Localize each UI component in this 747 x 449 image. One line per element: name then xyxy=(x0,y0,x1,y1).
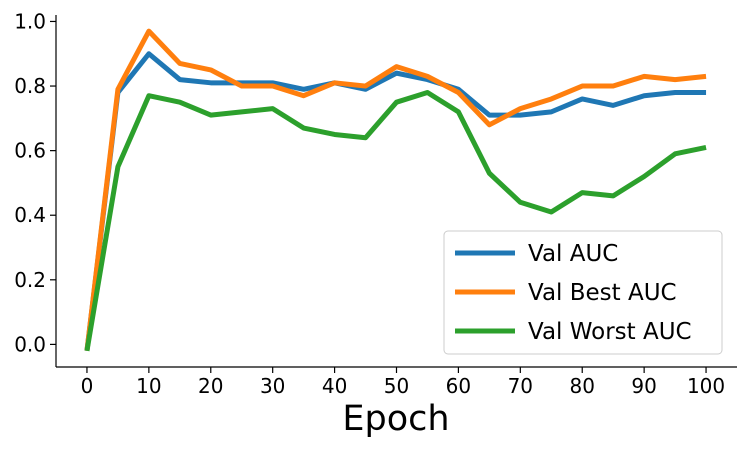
y-tick-label: 0.2 xyxy=(14,268,46,292)
y-tick-label: 1.0 xyxy=(14,9,46,33)
x-tick-label: 70 xyxy=(508,374,533,398)
x-tick-label: 40 xyxy=(322,374,347,398)
y-tick-label: 0.8 xyxy=(14,74,46,98)
y-tick-label: 0.4 xyxy=(14,203,46,227)
series-line-1 xyxy=(84,51,707,352)
x-tick-label: 80 xyxy=(570,374,595,398)
legend: Val AUC Val Best AUC Val Worst AUC xyxy=(443,230,723,355)
x-tick-label: 0 xyxy=(81,374,94,398)
x-tick-label: 50 xyxy=(384,374,409,398)
x-axis-label: Epoch xyxy=(342,399,449,439)
legend-label-1: Val AUC xyxy=(528,241,618,267)
x-tick-label: 20 xyxy=(198,374,223,398)
series-layer xyxy=(84,28,707,352)
x-tick-label: 10 xyxy=(136,374,161,398)
series-line-3 xyxy=(84,90,707,352)
y-tick-label: 0.6 xyxy=(14,139,46,163)
legend-label-2: Val Best AUC xyxy=(528,280,677,306)
x-tick-label: 30 xyxy=(260,374,285,398)
y-ticks: 0.0 0.2 0.4 0.6 0.8 1.0 xyxy=(14,9,56,356)
x-tick-label: 60 xyxy=(446,374,471,398)
y-tick-label: 0.0 xyxy=(14,332,46,356)
x-tick-label: 100 xyxy=(687,374,725,398)
x-tick-label: 90 xyxy=(631,374,656,398)
series-line-2 xyxy=(84,28,707,352)
legend-box xyxy=(443,230,723,355)
legend-label-3: Val Worst AUC xyxy=(528,319,692,345)
x-ticks: 0 10 20 30 40 50 60 70 80 90 100 xyxy=(81,367,725,398)
